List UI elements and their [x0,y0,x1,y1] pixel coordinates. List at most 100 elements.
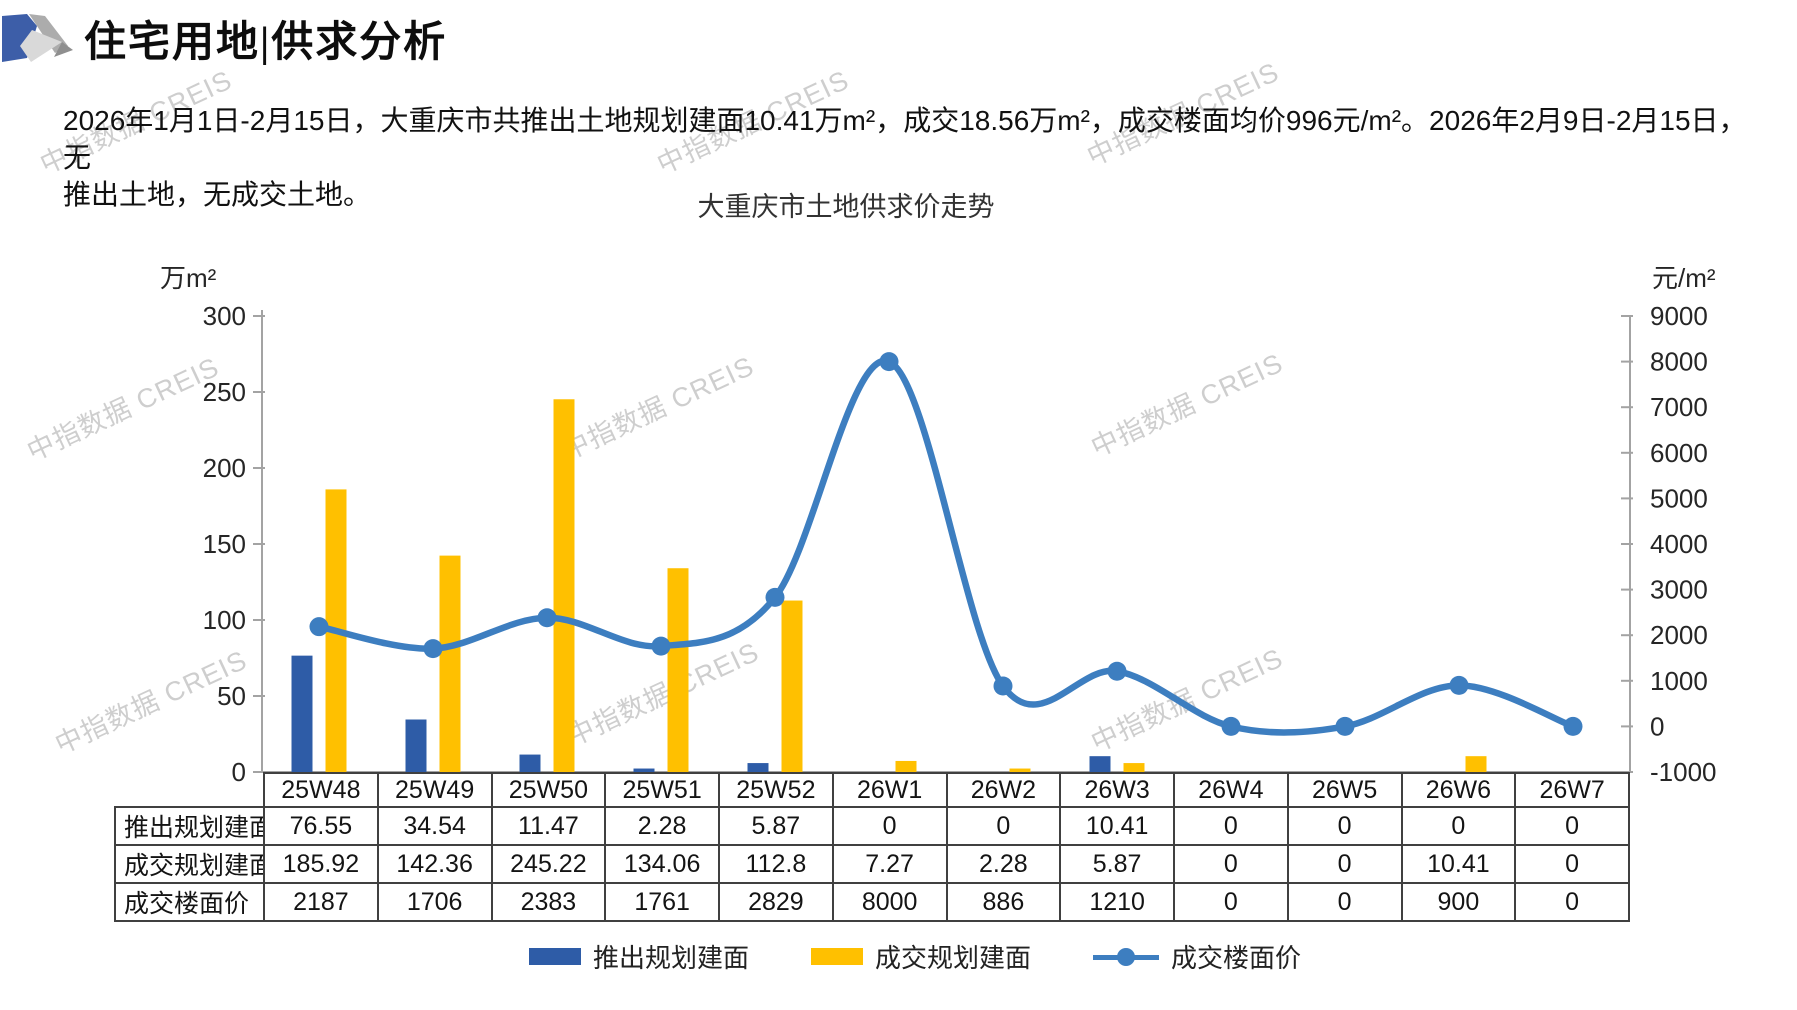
right-axis-label: 1000 [1650,666,1708,696]
legend-item: 推出规划建面 [528,938,749,975]
bar-推出规划建面 [633,768,655,772]
table-week-header: 26W4 [1173,772,1289,808]
table-cell: 5.87 [1059,844,1175,884]
legend-bar-swatch [810,948,863,965]
legend-label: 成交规划建面 [874,943,1031,973]
table-row-label: 成交规划建面 [114,844,265,884]
table-week-header: 26W7 [1514,772,1630,808]
right-axis-label: 8000 [1650,347,1708,377]
table-cell: 134.06 [604,844,720,884]
legend-label: 推出规划建面 [592,943,749,973]
table-cell: 8000 [831,882,948,922]
table-cell: 0 [1173,844,1289,884]
table-cell: 34.54 [376,806,493,846]
table-cell: 0 [1514,844,1630,884]
table-cell: 0 [1173,882,1289,922]
table-cell: 11.47 [490,806,607,846]
legend-line-dot [1117,947,1135,966]
table-row: 成交楼面价 2187 1706 2383 1761 2829 8000 886 1210 0 0 90… [114,882,1630,922]
table-week-header: 26W2 [945,772,1062,808]
table-cell: 10.41 [1059,806,1175,846]
bar-成交规划建面 [553,399,575,772]
bar-推出规划建面 [1089,756,1111,772]
legend-label: 成交楼面价 [1171,943,1302,973]
table-cell: 0 [1286,844,1403,884]
table-week-header: 25W48 [263,772,379,808]
table-row: 推出规划建面 76.55 34.54 11.47 2.28 5.87 0 0 10.41 0 0 0 0 [114,806,1630,846]
table-cell: 2187 [263,882,379,922]
left-axis-label: 250 [203,377,246,407]
logo-icon [2,14,73,62]
chart-title: 大重庆市土地供求价走势 [697,192,995,222]
bar-推出规划建面 [747,763,769,772]
bar-成交规划建面 [1465,756,1487,772]
table-cell: 76.55 [263,806,379,846]
table-week-header: 25W50 [490,772,607,808]
legend-bar-swatch [528,948,581,965]
table-week-header: 26W3 [1059,772,1175,808]
price-line-point [309,617,329,637]
table-week-header: 26W1 [831,772,948,808]
bar-成交规划建面 [1009,768,1031,772]
price-line-point [1335,716,1355,736]
table-row: 成交规划建面 185.92 142.36 245.22 134.06 112.8 7.27 2… [114,844,1630,884]
table-cell: 185.92 [263,844,379,884]
table-cell: 0 [1286,806,1403,846]
table-cell: 2.28 [945,844,1062,884]
table-cell: 2.28 [604,806,720,846]
table-cell: 0 [945,806,1062,846]
left-axis-label: 50 [217,681,246,711]
table-cell: 0 [1400,806,1517,846]
price-line-point [879,352,899,372]
table-cell: 886 [945,882,1062,922]
bar-成交规划建面 [439,555,461,772]
table-cell: 7.27 [831,844,948,884]
intro-line-1: 2026年1月1日-2月15日，大重庆市共推出土地规划建面10.41万m²，成交… [63,105,1747,173]
bar-成交规划建面 [667,568,689,772]
price-line-point [651,636,671,656]
price-line-point [1221,716,1241,736]
price-line-point [1449,675,1469,695]
left-axis-label: 0 [232,757,246,787]
table-cell: 0 [831,806,948,846]
table-week-header: 25W51 [604,772,720,808]
table-cell: 0 [1173,806,1289,846]
left-axis-label: 100 [203,605,246,635]
right-axis-label: 5000 [1650,483,1708,513]
right-axis-label: 6000 [1650,438,1708,468]
right-axis-label: 7000 [1650,392,1708,422]
price-line-point [1563,716,1583,736]
table-cell: 900 [1400,882,1517,922]
table-week-header: 25W52 [718,772,834,808]
table-cell: 1761 [604,882,720,922]
intro-paragraph: 2026年1月1日-2月15日，大重庆市共推出土地规划建面10.41万m²，成交… [63,102,1755,213]
left-axis-label: 300 [203,301,246,331]
right-axis-label: 9000 [1650,301,1708,331]
table-row-label: 成交楼面价 [114,882,265,922]
right-axis-label: 0 [1650,711,1664,741]
table-cell: 10.41 [1400,844,1517,884]
table-cell: 1706 [376,882,493,922]
table-row-label: 推出规划建面 [114,806,265,846]
table-cell: 0 [1286,882,1403,922]
left-axis-label: 150 [203,529,246,559]
right-axis-label: -1000 [1650,757,1717,787]
table-week-header: 26W5 [1286,772,1403,808]
bar-推出规划建面 [405,719,427,772]
bar-成交规划建面 [781,600,803,772]
table-corner-cell [115,773,264,807]
table-cell: 2383 [490,882,607,922]
intro-line-2: 推出土地，无成交土地。 [63,179,372,210]
table-cell: 1210 [1059,882,1175,922]
page-title: 住宅用地|供求分析 [84,20,448,66]
left-axis-label: 200 [203,453,246,483]
left-axis-unit: 万m² [160,263,217,293]
legend-item: 成交规划建面 [810,938,1031,975]
price-line-point [537,608,557,628]
right-axis-label: 4000 [1650,529,1708,559]
right-axis-unit: 元/m² [1652,263,1716,293]
table-cell: 0 [1514,882,1630,922]
data-table: 25W48 25W49 25W50 25W51 25W52 26W1 26W2 26W3 26W… [114,772,1630,922]
right-axis-label: 3000 [1650,575,1708,605]
